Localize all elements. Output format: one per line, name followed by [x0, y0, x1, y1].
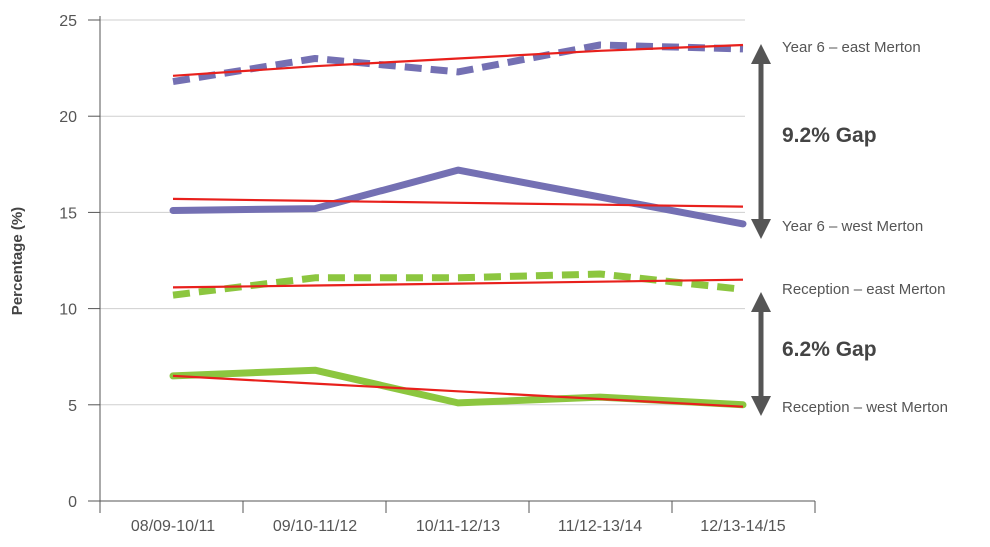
trend-lines	[172, 43, 744, 408]
series-line	[169, 166, 747, 228]
series-labels: Year 6 – east Merton Year 6 – west Merton…	[782, 39, 948, 416]
y-tick-label: 10	[59, 302, 77, 319]
x-tick-label: 09/10-11/12	[273, 518, 357, 535]
trend-line	[172, 278, 744, 289]
x-tick-label: 08/09-10/11	[131, 518, 215, 535]
trend-line	[172, 43, 744, 77]
gap-label: 6.2% Gap	[782, 338, 877, 361]
series-lines	[169, 41, 747, 409]
x-tick-label: 12/13-14/15	[700, 518, 786, 535]
series-label: Reception – east Merton	[782, 281, 945, 298]
y-axis-label: Percentage (%)	[9, 207, 26, 315]
series-line	[169, 366, 747, 409]
trend-line	[172, 197, 744, 208]
series-line	[172, 41, 744, 86]
series-label: Year 6 – east Merton	[782, 39, 921, 56]
series-label: Reception – west Merton	[782, 399, 948, 416]
axes: 0 5 10 15 20 25 08/09-10/11 09/10-11/12 10/11-12…	[59, 13, 816, 535]
y-tick-label: 25	[59, 13, 77, 30]
series-line	[172, 270, 744, 299]
y-tick-label: 5	[68, 398, 77, 415]
y-tick-label: 15	[59, 205, 77, 222]
trend-line	[172, 374, 744, 408]
x-tick-label: 11/12-13/14	[558, 518, 642, 535]
gap-annotations: 9.2% Gap 6.2% Gap	[751, 44, 877, 416]
x-tick-label: 10/11-12/13	[416, 518, 500, 535]
series-label: Year 6 – west Merton	[782, 218, 923, 235]
y-tick-label: 0	[68, 494, 77, 511]
y-tick-label: 20	[59, 109, 77, 126]
gap-label: 9.2% Gap	[782, 124, 877, 147]
